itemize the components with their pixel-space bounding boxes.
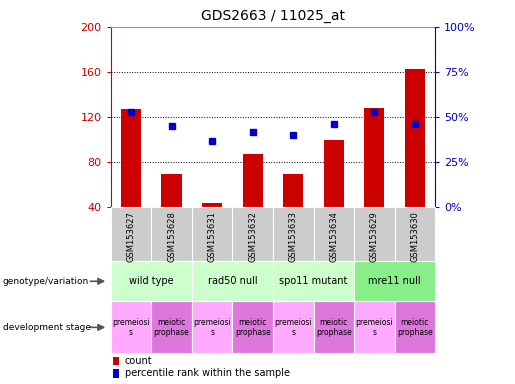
Text: GSM153627: GSM153627 xyxy=(127,212,135,262)
Text: genotype/variation: genotype/variation xyxy=(3,277,89,286)
Text: meiotic
prophase: meiotic prophase xyxy=(153,318,190,337)
Text: GSM153632: GSM153632 xyxy=(248,212,257,262)
Text: percentile rank within the sample: percentile rank within the sample xyxy=(125,368,289,379)
Text: GSM153629: GSM153629 xyxy=(370,212,379,262)
Bar xyxy=(161,174,182,253)
Text: GSM153630: GSM153630 xyxy=(410,212,419,262)
Text: GSM153628: GSM153628 xyxy=(167,212,176,262)
Text: mre11 null: mre11 null xyxy=(368,276,421,286)
Bar xyxy=(323,140,344,253)
Text: premeiosi
s: premeiosi s xyxy=(355,318,393,337)
Bar xyxy=(364,108,385,253)
Text: GSM153634: GSM153634 xyxy=(329,212,338,262)
Bar xyxy=(121,109,141,253)
Text: spo11 mutant: spo11 mutant xyxy=(279,276,348,286)
Text: count: count xyxy=(125,356,152,366)
Bar xyxy=(405,69,425,253)
Bar xyxy=(243,154,263,253)
Title: GDS2663 / 11025_at: GDS2663 / 11025_at xyxy=(201,9,345,23)
Text: rad50 null: rad50 null xyxy=(208,276,257,286)
Text: wild type: wild type xyxy=(129,276,174,286)
Text: premeiosi
s: premeiosi s xyxy=(193,318,231,337)
Text: meiotic
prophase: meiotic prophase xyxy=(235,318,270,337)
Text: meiotic
prophase: meiotic prophase xyxy=(397,318,433,337)
Text: meiotic
prophase: meiotic prophase xyxy=(316,318,352,337)
Text: GSM153633: GSM153633 xyxy=(289,212,298,262)
Text: premeiosi
s: premeiosi s xyxy=(274,318,312,337)
Text: development stage: development stage xyxy=(3,323,91,332)
Bar xyxy=(283,174,303,253)
Bar xyxy=(202,203,222,253)
Text: GSM153631: GSM153631 xyxy=(208,212,217,262)
Text: premeiosi
s: premeiosi s xyxy=(112,318,150,337)
